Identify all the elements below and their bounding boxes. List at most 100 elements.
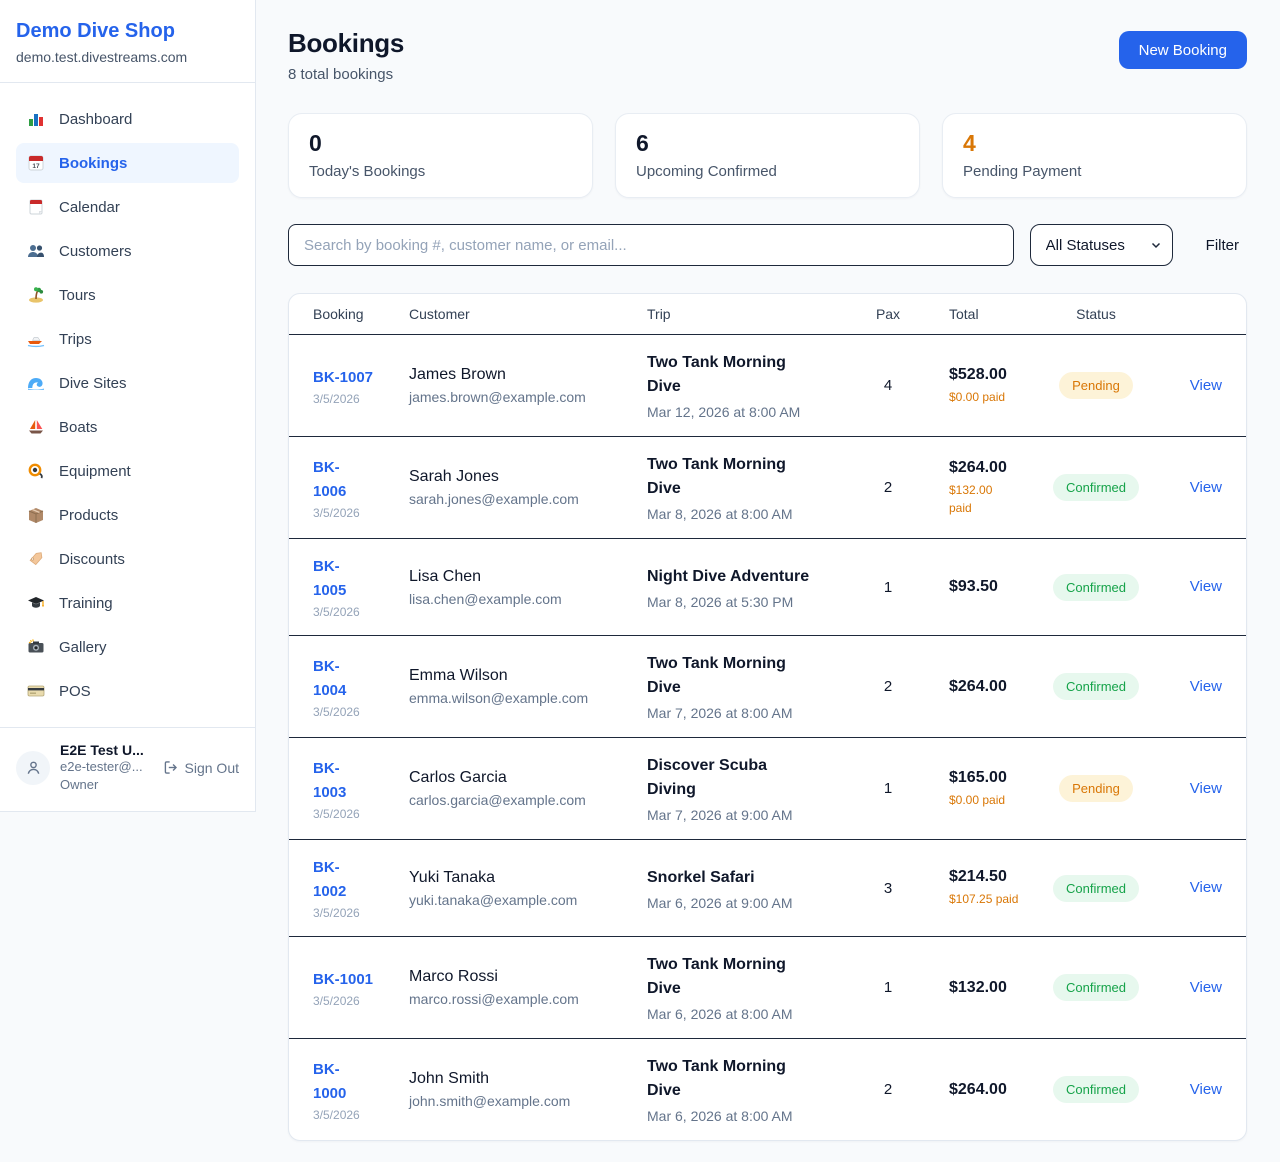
total-amount: $214.50 (949, 868, 1007, 886)
view-link[interactable]: View (1189, 1080, 1222, 1098)
sidebar-item-label: Customers (59, 242, 132, 260)
booking-date: 3/5/2026 (313, 505, 360, 520)
view-link[interactable]: View (1189, 578, 1222, 596)
search-input[interactable] (288, 224, 1014, 267)
trip-datetime: Mar 6, 2026 at 9:00 AM (647, 894, 793, 911)
booking-row: BK- 1006 3/5/2026 Sarah Jones sarah.jones@… (289, 437, 1246, 540)
booking-link[interactable]: BK- 1006 (313, 458, 347, 500)
status-badge: Confirmed (1053, 474, 1139, 502)
sidebar-item-equipment[interactable]: Equipment (16, 451, 239, 491)
sidebar-item-training[interactable]: Training (16, 583, 239, 623)
booking-date: 3/5/2026 (313, 993, 360, 1008)
sidebar-item-boats[interactable]: Boats (16, 407, 239, 447)
total-amount: $264.00 (949, 677, 1007, 695)
bar-chart-icon (26, 109, 46, 129)
page-header: Bookings 8 total bookings New Booking (288, 28, 1247, 83)
desert-island-icon (26, 285, 46, 305)
filter-row: All Statuses Filter (288, 224, 1247, 267)
pax-count: 1 (883, 780, 893, 798)
trip-name: Two Tank Morning Dive (647, 956, 786, 998)
trip-name: Two Tank Morning Dive (647, 354, 786, 396)
sidebar-item-label: Trips (59, 330, 92, 348)
sidebar-item-bookings[interactable]: 17 Bookings (16, 143, 239, 183)
sidebar-item-calendar[interactable]: Calendar (16, 187, 239, 227)
view-link[interactable]: View (1189, 978, 1222, 996)
status-badge: Confirmed (1053, 1076, 1139, 1104)
stat-label: Pending Payment (963, 163, 1082, 181)
status-badge: Confirmed (1053, 673, 1139, 701)
booking-date: 3/5/2026 (313, 906, 360, 921)
view-link[interactable]: View (1189, 478, 1222, 496)
sidebar-item-discounts[interactable]: Discounts (16, 539, 239, 579)
booking-link[interactable]: BK-1007 (313, 368, 374, 386)
sidebar-item-trips[interactable]: Trips (16, 319, 239, 359)
status-badge: Confirmed (1053, 974, 1139, 1002)
user-name: E2E Test U... (60, 742, 144, 758)
status-filter-select[interactable]: All Statuses (1029, 224, 1173, 267)
booking-date: 3/5/2026 (313, 1107, 360, 1122)
sidebar-item-dashboard[interactable]: Dashboard (16, 99, 239, 139)
filter-button[interactable]: Filter (1205, 236, 1239, 254)
speedboat-icon (26, 329, 46, 349)
sidebar-item-products[interactable]: Products (16, 495, 239, 535)
column-header-booking: Booking (313, 306, 364, 323)
sidebar-item-gallery[interactable]: Gallery (16, 627, 239, 667)
stat-label: Today's Bookings (309, 163, 426, 181)
booking-row: BK-1007 3/5/2026 James Brown james.brown@e… (289, 335, 1246, 438)
booking-date: 3/5/2026 (313, 605, 360, 620)
sidebar-item-label: Dashboard (59, 110, 133, 128)
view-link[interactable]: View (1189, 677, 1222, 695)
page-subtitle: 8 total bookings (288, 66, 394, 83)
column-header-trip: Trip (647, 306, 671, 323)
booking-link[interactable]: BK- 1003 (313, 759, 347, 801)
trip-datetime: Mar 7, 2026 at 8:00 AM (647, 705, 793, 722)
trip-name: Night Dive Adventure (647, 567, 810, 585)
booking-row: BK- 1005 3/5/2026 Lisa Chen lisa.chen@exam… (289, 539, 1246, 637)
booking-link[interactable]: BK- 1002 (313, 859, 347, 901)
sign-out-label: Sign Out (184, 759, 239, 776)
trip-datetime: Mar 12, 2026 at 8:00 AM (647, 404, 801, 421)
sidebar-item-label: Discounts (59, 550, 125, 568)
view-link[interactable]: View (1189, 376, 1222, 394)
view-link[interactable]: View (1189, 779, 1222, 797)
sign-out-button[interactable]: Sign Out (162, 759, 239, 776)
customer-email: carlos.garcia@example.com (409, 792, 586, 809)
stat-value: 4 (963, 130, 976, 156)
calendar-date-icon: 17 (26, 153, 46, 173)
trip-datetime: Mar 7, 2026 at 9:00 AM (647, 807, 793, 824)
booking-link[interactable]: BK- 1005 (313, 558, 347, 600)
sidebar-item-label: Dive Sites (59, 374, 127, 392)
graduation-cap-icon (26, 593, 46, 613)
user-role: Owner (60, 776, 99, 792)
sidebar-item-customers[interactable]: Customers (16, 231, 239, 271)
price-tag-icon (26, 549, 46, 569)
customer-email: yuki.tanaka@example.com (409, 891, 578, 908)
sidebar-item-pos[interactable]: POS (16, 671, 239, 711)
booking-date: 3/5/2026 (313, 391, 360, 406)
column-header-customer: Customer (409, 306, 470, 323)
customer-email: lisa.chen@example.com (409, 590, 562, 607)
customer-email: john.smith@example.com (409, 1093, 571, 1110)
paid-amount: $107.25 paid (949, 892, 1019, 907)
customer-name: Yuki Tanaka (409, 868, 495, 886)
status-badge: Pending (1059, 775, 1133, 803)
status-badge: Confirmed (1053, 874, 1139, 902)
booking-link[interactable]: BK- 1000 (313, 1060, 347, 1102)
sidebar-item-dive-sites[interactable]: Dive Sites (16, 363, 239, 403)
paid-amount: $132.00 paid (949, 482, 993, 515)
sidebar-item-tours[interactable]: Tours (16, 275, 239, 315)
new-booking-button[interactable]: New Booking (1118, 31, 1247, 69)
view-link[interactable]: View (1189, 879, 1222, 897)
sidebar-item-label: POS (59, 682, 91, 700)
booking-link[interactable]: BK- 1004 (313, 657, 347, 699)
booking-link[interactable]: BK-1001 (313, 970, 374, 988)
booking-row: BK- 1004 3/5/2026 Emma Wilson emma.wilson@… (289, 636, 1246, 739)
status-badge: Pending (1059, 372, 1133, 400)
sidebar-item-label: Bookings (59, 154, 128, 172)
logout-icon (164, 761, 177, 774)
total-amount: $165.00 (949, 768, 1007, 786)
pax-count: 2 (883, 678, 893, 696)
booking-row: BK- 1002 3/5/2026 Yuki Tanaka yuki.tanaka@… (289, 840, 1246, 938)
credit-card-icon (26, 681, 46, 701)
